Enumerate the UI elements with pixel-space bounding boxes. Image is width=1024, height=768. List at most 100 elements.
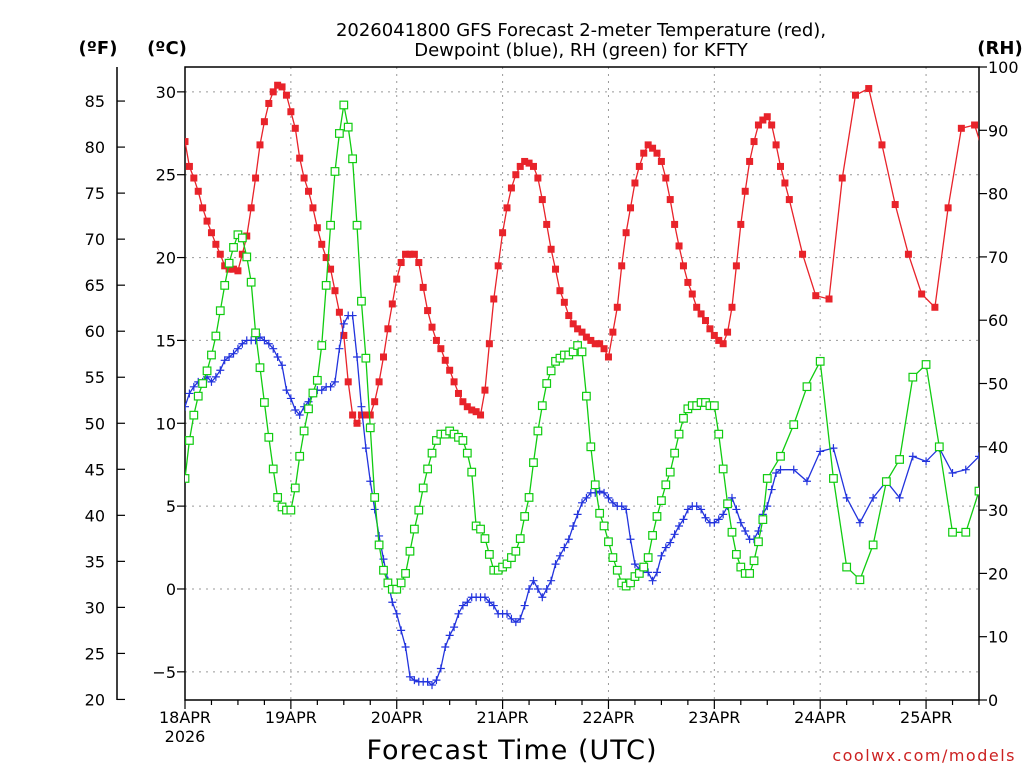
temperature-line [185, 84, 979, 425]
temperature-point [216, 250, 224, 258]
credit-text: coolwx.com/models [832, 746, 1016, 765]
relative-humidity-point [670, 448, 680, 458]
relative-humidity-point [312, 375, 322, 385]
relative-humidity-point [1015, 282, 1023, 290]
rh-tick-label: 80 [988, 185, 1008, 204]
dewpoint-point [591, 488, 600, 497]
relative-humidity-point [383, 578, 393, 588]
relative-humidity-point [921, 360, 931, 369]
relative-humidity-point [237, 233, 247, 243]
f-tick-label: 65 [85, 276, 105, 295]
temperature-point [274, 81, 282, 89]
temperature-point [600, 345, 608, 353]
dewpoint-point [503, 609, 512, 618]
dewpoint-point [291, 406, 300, 415]
temperature-point [777, 162, 784, 170]
temperature-point [529, 162, 537, 170]
temperature-point [485, 340, 493, 348]
temperature-point [499, 229, 507, 237]
relative-humidity-point [586, 442, 596, 452]
temperature-point [441, 356, 449, 364]
c-tick-label: −5 [152, 663, 176, 682]
temperature-point [410, 250, 418, 258]
dewpoint-point [727, 493, 736, 502]
relative-humidity-point [643, 553, 653, 562]
temperature-point [454, 389, 462, 397]
temperature-point [203, 217, 211, 225]
temperature-point [371, 398, 379, 406]
temperature-point [851, 91, 859, 99]
relative-humidity-point [185, 474, 190, 483]
temperature-point [265, 99, 273, 107]
f-tick-label: 35 [85, 552, 105, 571]
relative-humidity-point [365, 423, 375, 433]
dewpoint-point [732, 505, 741, 514]
relative-humidity-point [308, 388, 318, 398]
relative-humidity-point [855, 575, 865, 585]
temperature-point [269, 88, 277, 96]
temperature-point [878, 141, 886, 149]
relative-humidity-point [484, 550, 494, 559]
dewpoint-point [489, 601, 498, 610]
temperature-point [547, 245, 555, 253]
relative-humidity-point [661, 480, 671, 490]
dewpoint-point [644, 568, 653, 577]
temperature-point [185, 162, 193, 170]
temperature-point [463, 403, 471, 411]
dewpoint-point [458, 601, 467, 610]
dewpoint-point [529, 576, 538, 585]
relative-humidity-point [529, 458, 538, 468]
relative-humidity-point [612, 565, 622, 575]
relative-humidity-point [185, 436, 194, 445]
temperature-point [750, 138, 758, 146]
dewpoint-point [185, 402, 189, 411]
relative-humidity-point [714, 429, 724, 439]
relative-humidity-point [908, 372, 918, 382]
dewpoint-point [573, 510, 582, 519]
relative-humidity-point [304, 404, 313, 414]
temperature-point [838, 174, 846, 182]
temperature-point [490, 295, 498, 303]
f-tick-label: 55 [85, 368, 105, 387]
temperature-point [190, 174, 198, 182]
dewpoint-point [675, 522, 684, 531]
dewpoint-point [397, 626, 406, 635]
temperature-point [772, 141, 780, 149]
dewpoint-point [441, 642, 450, 651]
temperature-point [697, 310, 705, 318]
dewpoint-point [353, 352, 362, 361]
dewpoint-point [520, 601, 529, 610]
f-tick-label: 70 [85, 230, 105, 249]
relative-humidity-point [546, 366, 556, 376]
relative-humidity-point [189, 410, 199, 420]
relative-humidity-point [502, 559, 512, 569]
temperature-point [1011, 237, 1018, 244]
f-tick-label: 30 [85, 598, 105, 617]
relative-humidity-point [749, 556, 759, 566]
temperature-point [512, 171, 520, 179]
time-tick-label: 23APR [688, 708, 740, 727]
temperature-point [741, 187, 749, 195]
temperature-point [746, 157, 754, 165]
rh-axis: 0 10 20 30 40 50 60 70 80 90 100 [979, 58, 1019, 710]
dewpoint-point [908, 452, 917, 461]
relative-humidity-point [330, 167, 340, 176]
temperature-point [565, 312, 573, 320]
temperature-point [296, 154, 304, 162]
temperature-point [534, 174, 542, 182]
dewpoint-point [551, 560, 560, 569]
c-tick-label: 20 [156, 249, 176, 268]
dewpoint-point [652, 568, 661, 577]
relative-humidity-point [533, 426, 543, 436]
c-tick-label: 5 [166, 497, 176, 516]
dewpoint-point [238, 339, 247, 348]
dewpoint-point [379, 555, 388, 564]
relative-humidity-point [639, 562, 649, 572]
relative-humidity-point [334, 129, 344, 138]
temperature-point [657, 157, 665, 165]
relative-humidity-point [211, 331, 221, 341]
relative-humidity-point [286, 505, 296, 515]
rh-tick-label: 90 [988, 121, 1008, 140]
dewpoint-point [428, 681, 437, 690]
relative-humidity-point [679, 413, 688, 423]
